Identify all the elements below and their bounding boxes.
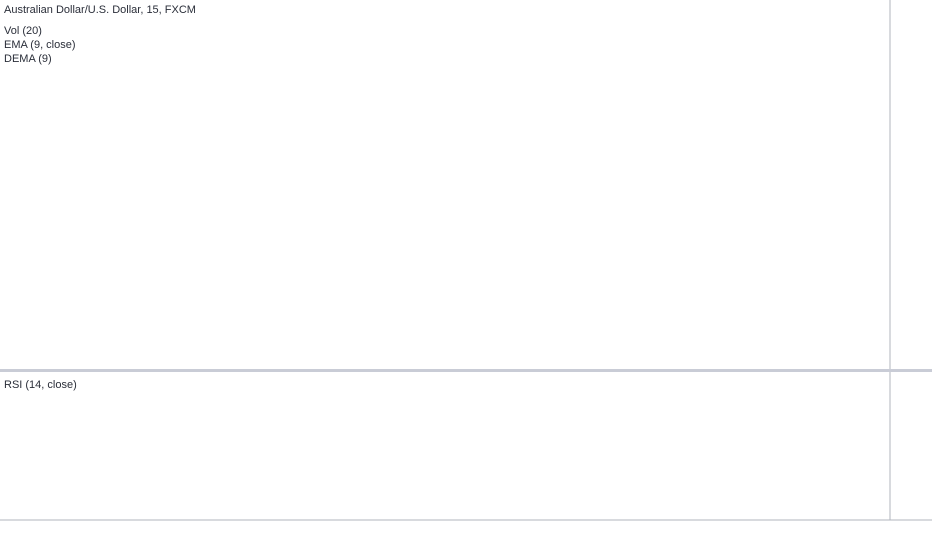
indicator-label: EMA (9, close)	[4, 39, 76, 51]
indicator-label: Vol (20)	[4, 25, 42, 37]
indicator-label: DEMA (9)	[4, 53, 52, 65]
pane-separator	[0, 369, 932, 372]
chart-title: Australian Dollar/U.S. Dollar, 15, FXCM	[4, 4, 196, 16]
indicator-label: RSI (14, close)	[4, 379, 77, 391]
price-axis	[890, 0, 932, 550]
